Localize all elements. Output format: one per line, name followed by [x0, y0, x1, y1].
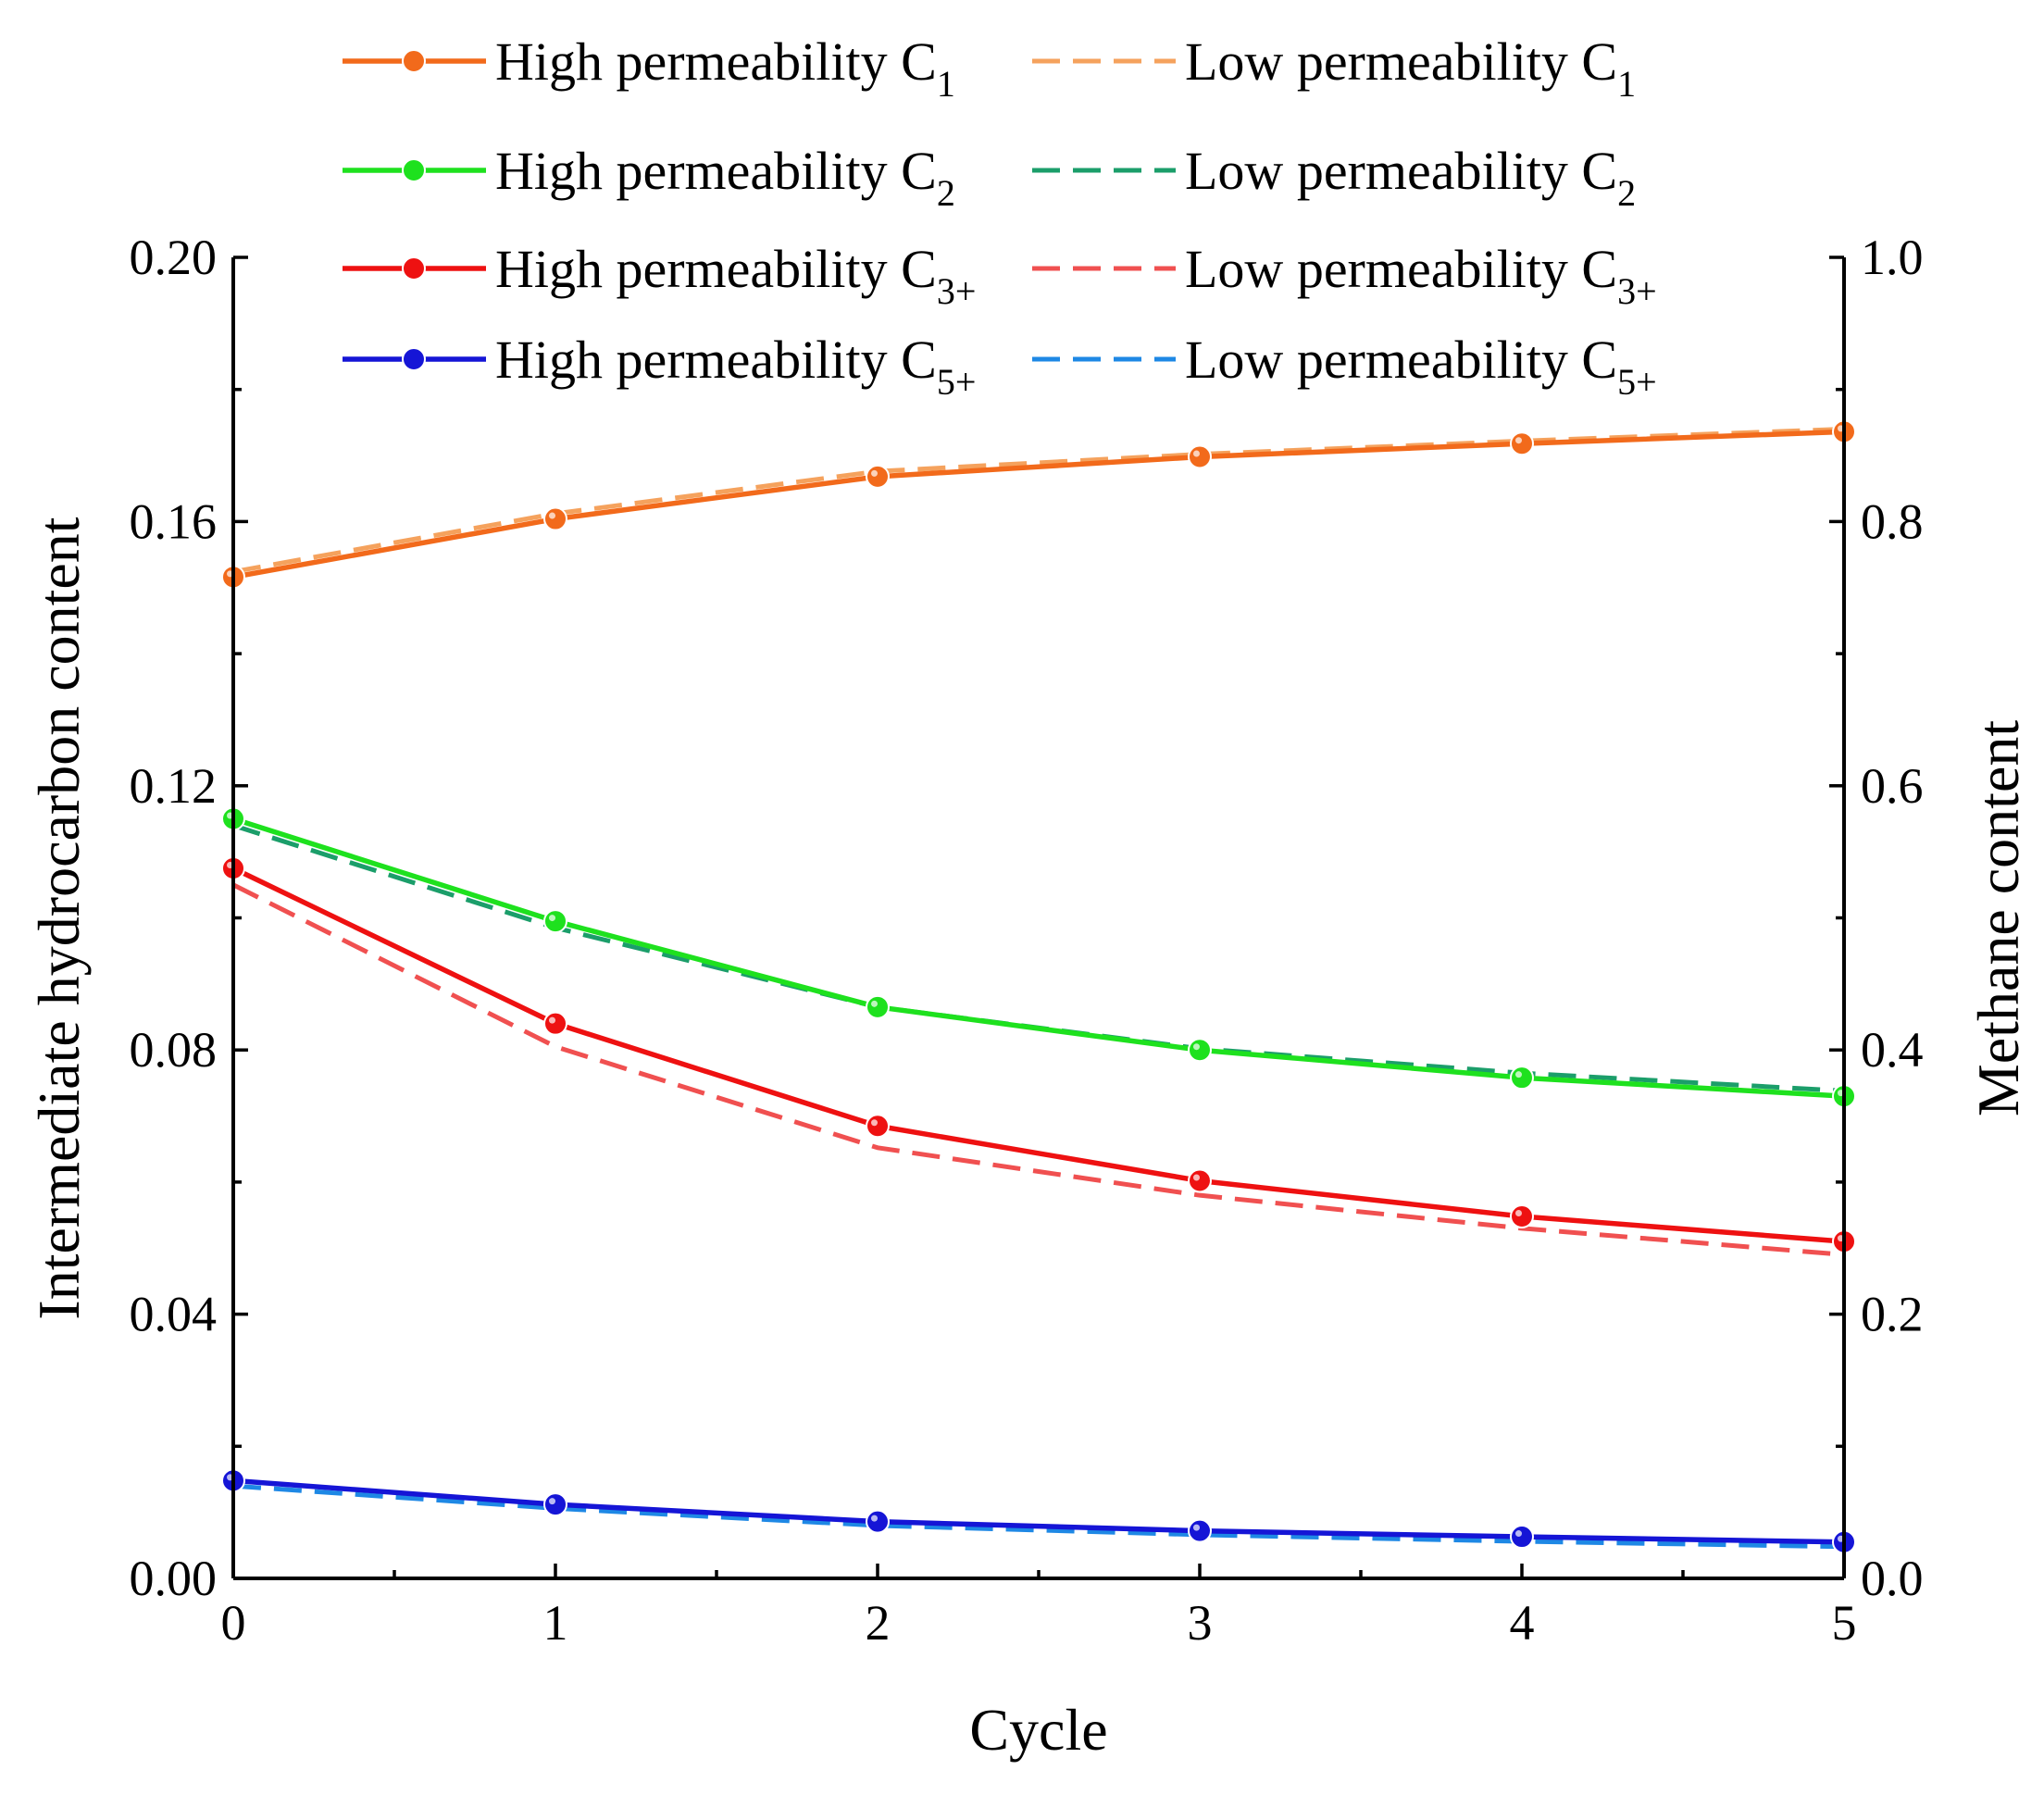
legend-marker [402, 347, 426, 371]
data-point-high-permeability-c2 [866, 994, 890, 1019]
legend-label-high-permeability-c5plus: High permeability C5+ [495, 330, 976, 403]
legend-label-subscript: 2 [1617, 172, 1636, 214]
data-point-highlight [1193, 1174, 1200, 1181]
data-point-highlight [549, 1016, 555, 1024]
x-tick-label: 1 [543, 1595, 568, 1651]
x-tick-label: 0 [221, 1595, 246, 1651]
legend-label-subscript: 3+ [937, 270, 977, 312]
data-point-highlight [549, 512, 555, 519]
data-point-highlight [1193, 450, 1200, 457]
data-point-high-permeability-c1 [1510, 431, 1534, 456]
data-point-high-permeability-c1 [543, 506, 567, 531]
series-line-high-permeability-c3plus [231, 866, 1845, 1244]
series-line-high-permeability-c2 [232, 816, 1845, 1099]
data-point-high-permeability-c3plus [1510, 1204, 1534, 1229]
data-point-high-permeability-c3plus [543, 1011, 567, 1036]
legend-label-high-permeability-c3plus: High permeability C3+ [495, 239, 976, 312]
data-point-high-permeability-c2 [1188, 1038, 1212, 1063]
y-right-tick-label: 0.0 [1861, 1551, 1924, 1606]
plot-area [221, 419, 1856, 1554]
y-right-tick-label: 1.0 [1861, 230, 1924, 285]
y-left-axis-title: Intermediate hydrocarbon content [26, 517, 92, 1319]
x-tick-label: 3 [1188, 1595, 1213, 1651]
data-point-high-permeability-c3plus [1188, 1168, 1212, 1193]
y-right-tick-label: 0.8 [1861, 493, 1924, 549]
legend-label-low-permeability-c5plus: Low permeability C5+ [1185, 330, 1657, 403]
data-point-highlight [549, 1498, 555, 1505]
legend-label-subscript: 1 [937, 63, 955, 105]
legend-label-subscript: 5+ [937, 361, 977, 403]
y-right-tick-label: 0.4 [1861, 1022, 1924, 1078]
legend-label-low-permeability-c2: Low permeability C2 [1185, 141, 1636, 214]
data-point-highlight [871, 1119, 878, 1127]
legend-marker [402, 256, 426, 280]
data-point-highlight [1515, 437, 1522, 444]
legend-label-low-permeability-c3plus: Low permeability C3+ [1185, 239, 1657, 312]
series-line-high-permeability-c5plus [232, 1477, 1845, 1545]
y-right-axis-title: Methane content [1965, 720, 2031, 1117]
data-point-highlight [1193, 1043, 1200, 1051]
series-line-low-permeability-c5plus [232, 1483, 1845, 1550]
legend-marker [402, 158, 426, 182]
legend-label-subscript: 1 [1617, 63, 1636, 105]
y-right-tick-label: 0.6 [1861, 758, 1924, 814]
y-left-tick-label: 0.08 [130, 1022, 218, 1078]
y-left-tick-label: 0.20 [130, 230, 218, 285]
data-point-high-permeability-c5plus [866, 1509, 890, 1534]
data-point-high-permeability-c1 [1188, 444, 1212, 469]
data-point-highlight [871, 1515, 878, 1522]
data-point-high-permeability-c2 [543, 909, 567, 934]
series-line-high-permeability-c1 [232, 429, 1845, 580]
series-line-low-permeability-c2 [232, 823, 1845, 1093]
y-left-tick-label: 0.12 [130, 758, 218, 814]
data-point-highlight [871, 469, 878, 477]
data-point-high-permeability-c5plus [1510, 1525, 1534, 1550]
series-line-low-permeability-c1 [232, 427, 1845, 575]
x-axis-title: Cycle [969, 1697, 1107, 1763]
data-point-highlight [871, 1000, 878, 1007]
axes: 0 1 2 3 4 5 0.00 0.04 0.08 0.12 0.16 0.20 0.0 0.2 0.4 0… [130, 230, 1924, 1651]
legend: High permeability C1 Low permeability C1 H… [343, 31, 1657, 403]
data-point-high-permeability-c5plus [543, 1492, 567, 1517]
y-left-tick-label: 0.00 [130, 1551, 218, 1606]
series-line-low-permeability-c3plus [231, 882, 1845, 1257]
data-point-highlight [1515, 1530, 1522, 1538]
legend-label-subscript: 3+ [1617, 270, 1657, 312]
data-point-high-permeability-c5plus [1188, 1518, 1212, 1543]
legend-label-low-permeability-c1: Low permeability C1 [1185, 31, 1636, 105]
legend-marker [402, 49, 426, 73]
legend-label-high-permeability-c2: High permeability C2 [495, 141, 955, 214]
legend-label-subscript: 5+ [1617, 361, 1657, 403]
y-right-tick-label: 0.2 [1861, 1287, 1924, 1342]
data-point-highlight [1515, 1210, 1522, 1217]
data-point-high-permeability-c2 [1510, 1066, 1534, 1091]
data-point-highlight [1193, 1524, 1200, 1531]
data-point-highlight [1515, 1071, 1522, 1078]
data-point-high-permeability-c3plus [866, 1114, 890, 1139]
legend-label-high-permeability-c1: High permeability C1 [495, 31, 955, 105]
y-left-tick-label: 0.04 [130, 1287, 218, 1342]
y-left-tick-label: 0.16 [130, 493, 218, 549]
data-point-highlight [549, 915, 555, 922]
data-point-high-permeability-c1 [866, 464, 890, 489]
x-tick-label: 4 [1510, 1595, 1535, 1651]
x-tick-label: 5 [1832, 1595, 1857, 1651]
x-tick-label: 2 [866, 1595, 891, 1651]
legend-label-subscript: 2 [937, 172, 955, 214]
